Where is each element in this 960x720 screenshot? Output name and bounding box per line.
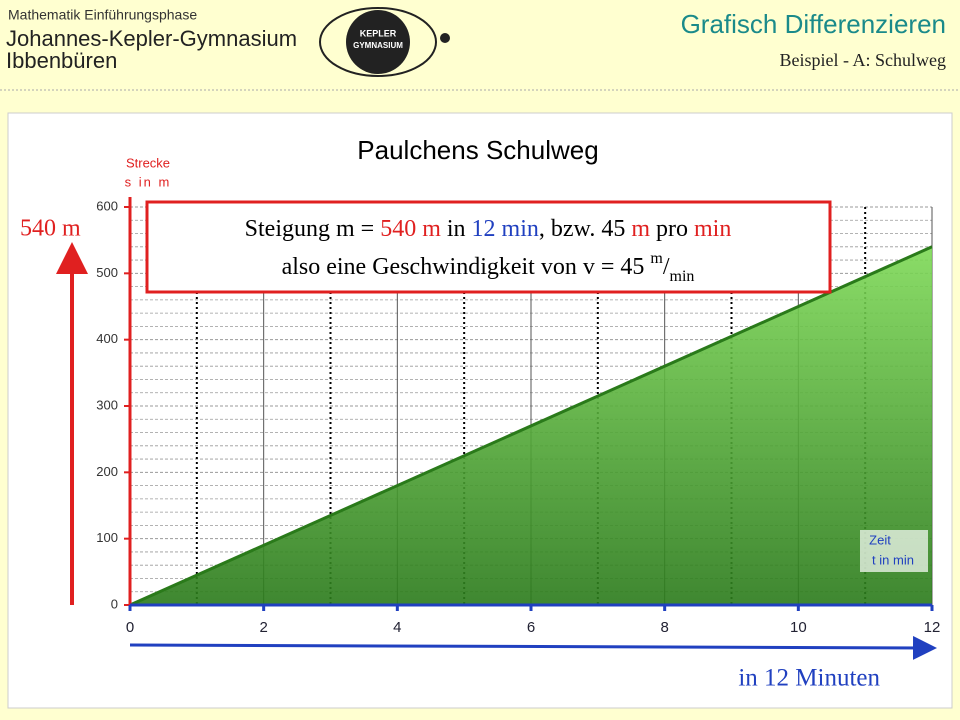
annotation-line: also eine Geschwindigkeit von v = 45 m/m… [282, 250, 695, 285]
logo-text: GYMNASIUM [353, 41, 403, 50]
height-label: 540 m [20, 216, 81, 242]
y-tick-label: 500 [96, 265, 118, 280]
annotation-part: 12 min [472, 216, 539, 242]
logo-planet [440, 33, 450, 43]
y-tick-label: 200 [96, 464, 118, 479]
annotation-part: pro [650, 216, 694, 242]
annotation-line: Steigung m = 540 m in 12 min, bzw. 45 m … [245, 216, 732, 242]
slide-title: Grafisch Differenzieren [681, 9, 946, 39]
annotation-part: 540 m [380, 216, 441, 242]
y-tick-label: 600 [96, 198, 118, 213]
annotation-part: m [631, 216, 650, 242]
duration-label: in 12 Minuten [738, 665, 880, 692]
y-tick-label: 100 [96, 530, 118, 545]
x-tick-label: 6 [527, 619, 535, 636]
annotation-part: in [441, 216, 472, 242]
x-tick-label: 2 [259, 619, 267, 636]
annotation-part: m [650, 250, 663, 267]
logo-disc [346, 10, 410, 74]
logo: KEPLER GYMNASIUM [319, 7, 450, 77]
x-axis-label: t in min [872, 552, 914, 567]
annotation-part: , bzw. 45 [539, 216, 631, 242]
logo-orbit [319, 7, 437, 77]
annotation-box [145, 200, 832, 294]
duration-arrow [129, 635, 937, 660]
annotation-part: / [663, 254, 670, 280]
city: Ibbenbüren [6, 48, 117, 73]
annotation-part: min [670, 268, 695, 285]
annotation-part: also eine Geschwindigkeit von v = 45 [282, 254, 651, 280]
subject: Mathematik Einführungsphase [8, 7, 197, 23]
school: Johannes-Kepler-Gymnasium [6, 26, 297, 51]
y-tick-label: 300 [96, 397, 118, 412]
x-label-bg [860, 530, 928, 572]
y-tick-label: 400 [96, 331, 118, 346]
annotation-part: min [694, 216, 731, 242]
chart-title: Paulchens Schulweg [357, 135, 598, 165]
x-tick-label: 4 [393, 619, 401, 636]
y-tick-label: 0 [111, 596, 118, 611]
x-tick-label: 0 [126, 619, 134, 636]
x-tick-label: 8 [660, 619, 668, 636]
y-axis-label: Strecke [126, 155, 170, 170]
logo-text: KEPLER [360, 28, 397, 38]
y-axis-label: s in m [125, 174, 172, 189]
annotation-part: Steigung m = [245, 216, 381, 242]
slide-subtitle: Beispiel - A: Schulweg [780, 50, 946, 70]
x-axis-label: Zeit [869, 532, 891, 547]
line [129, 245, 933, 607]
x-tick-label: 12 [924, 619, 941, 636]
x-tick-label: 10 [790, 619, 807, 636]
